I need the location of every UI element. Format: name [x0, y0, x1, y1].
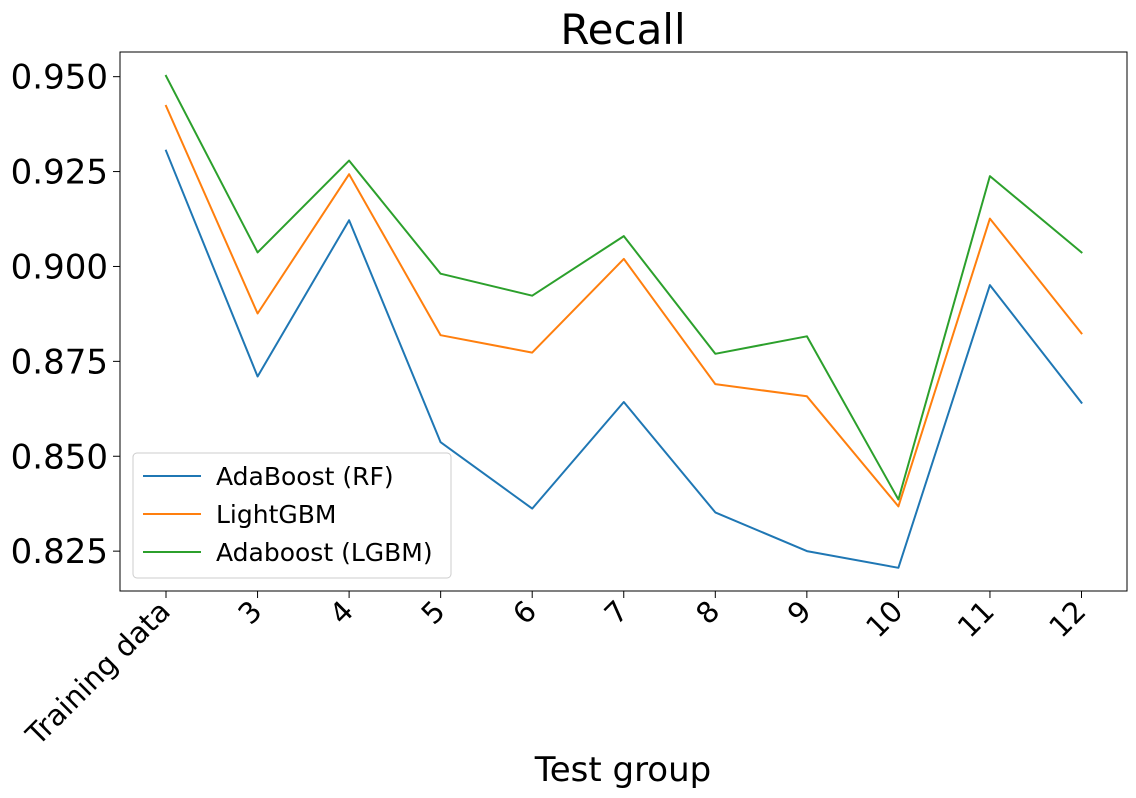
legend-label: Adaboost (LGBM)	[216, 538, 433, 567]
x-tick-label: 9	[781, 594, 818, 631]
x-tick-label: 3	[231, 594, 268, 631]
x-tick-label: 6	[506, 594, 543, 631]
series-line-2	[164, 104, 1083, 508]
x-tick-label: 8	[689, 594, 726, 631]
x-tick-label: 5	[415, 594, 452, 631]
y-tick-label: 0.875	[11, 342, 108, 382]
y-tick-label: 0.900	[11, 247, 108, 287]
legend-box	[132, 452, 452, 579]
x-tick-label: Training data	[19, 594, 177, 752]
y-tick-label: 0.850	[11, 437, 108, 477]
chart-title: Recall	[560, 5, 685, 54]
x-axis-label: Test group	[534, 750, 712, 790]
x-tick-label: 12	[1042, 594, 1092, 644]
x-tick-label: 7	[598, 594, 635, 631]
x-tick-label: 4	[323, 594, 360, 631]
y-tick-label: 0.825	[11, 532, 108, 572]
legend: AdaBoost (RF) LightGBM Adaboost (LGBM)	[132, 452, 452, 579]
x-tick-label: 10	[859, 594, 909, 644]
y-tick-label: 0.925	[11, 153, 108, 193]
series-line-3	[164, 74, 1083, 501]
plot-area: 0.825 0.850 0.875 0.900 0.925 0.950 Training d…	[11, 51, 1128, 752]
series-line-1	[164, 149, 1083, 569]
legend-label: AdaBoost (RF)	[216, 462, 394, 491]
y-tick-label: 0.950	[11, 58, 108, 98]
x-tick-label: 11	[951, 594, 1001, 644]
legend-label: LightGBM	[216, 500, 336, 529]
